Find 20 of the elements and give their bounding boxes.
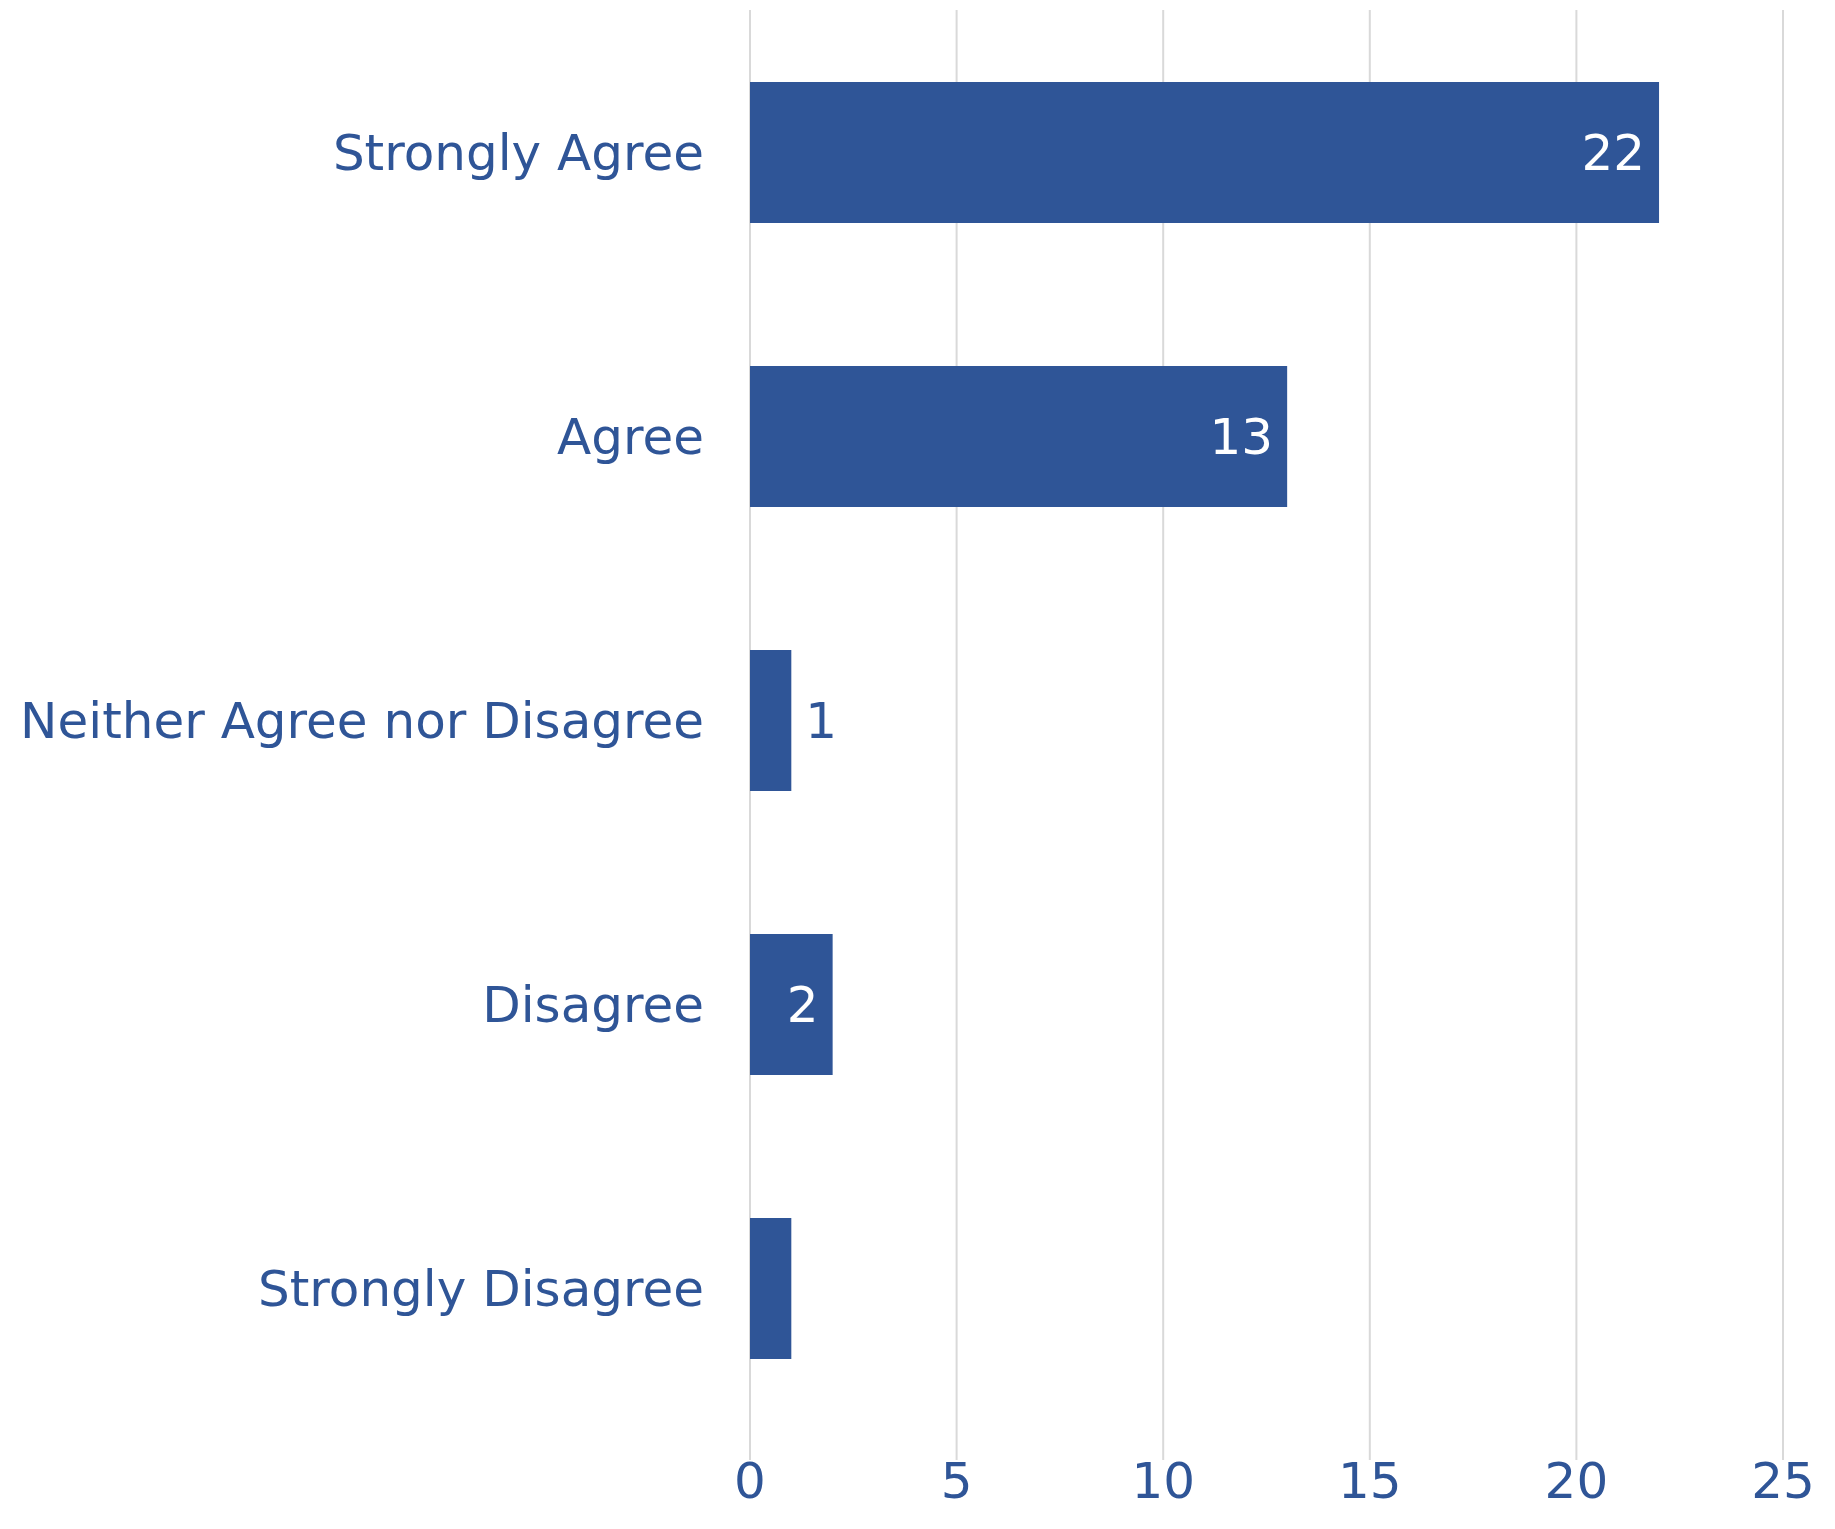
x-tick-label: 10: [1131, 1451, 1196, 1510]
bar: [750, 82, 1660, 223]
x-tick-label: 20: [1544, 1451, 1609, 1510]
bar: [750, 934, 833, 1075]
y-tick-label: Strongly Agree: [332, 123, 704, 182]
bar: [750, 1218, 792, 1359]
bar: [750, 650, 792, 791]
data-label: 22: [1581, 123, 1646, 182]
x-tick-label: 15: [1337, 1451, 1402, 1510]
data-label: 13: [1209, 407, 1274, 466]
y-tick-label: Neither Agree nor Disagree: [20, 691, 704, 750]
x-tick-label: 0: [734, 1451, 766, 1510]
y-tick-label: Agree: [557, 407, 704, 466]
y-tick-label: Disagree: [482, 975, 704, 1034]
y-tick-label: Strongly Disagree: [258, 1259, 704, 1318]
x-tick-label: 5: [940, 1451, 973, 1510]
bar: [750, 366, 1288, 507]
data-label: 1: [805, 691, 838, 750]
x-tick-label: 25: [1751, 1451, 1815, 1510]
data-label: 2: [786, 975, 819, 1034]
